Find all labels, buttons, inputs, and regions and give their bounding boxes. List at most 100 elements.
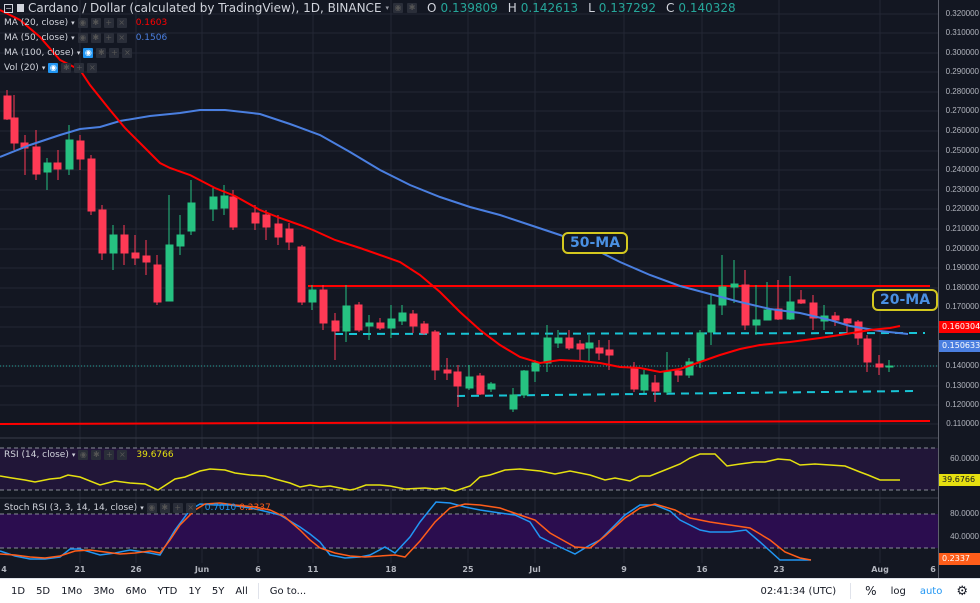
price-tick: 0.110000 — [946, 419, 979, 428]
eye-icon[interactable]: ◉ — [77, 32, 88, 43]
gear-icon[interactable]: ✱ — [159, 503, 170, 513]
ohlc-open-label: O — [427, 1, 437, 15]
range-1y-button[interactable]: 1Y — [188, 585, 201, 597]
rsi-legend[interactable]: RSI (14, close) ▾ ◉ ✱ + × 39.6766 — [4, 450, 174, 460]
eye-icon[interactable]: ◉ — [83, 47, 94, 58]
ohlc-close-label: C — [666, 1, 675, 15]
time-tick: 11 — [307, 565, 319, 574]
price-tick: 0.260000 — [945, 126, 979, 135]
gear-icon[interactable]: ✱ — [91, 450, 102, 460]
range-5d-button[interactable]: 5D — [36, 585, 51, 597]
stoch-rsi-label[interactable]: Stoch RSI (3, 3, 14, 14, close) — [4, 503, 138, 513]
range-ytd-button[interactable]: YTD — [157, 585, 178, 597]
price-tick: 0.290000 — [945, 67, 979, 76]
plus-icon[interactable]: + — [104, 450, 115, 460]
collapse-icon[interactable]: − — [4, 3, 13, 13]
stoch-d-value: 0.2337 — [239, 503, 271, 513]
close-icon[interactable]: × — [116, 17, 127, 28]
rsi-line — [0, 453, 900, 492]
utc-clock[interactable]: 02:41:34 (UTC) — [760, 585, 837, 597]
eye-icon[interactable]: ◉ — [78, 450, 89, 460]
chart-area[interactable]: − Cardano / Dollar (calculated by Tradin… — [0, 0, 980, 578]
range-1d-button[interactable]: 1D — [11, 585, 26, 597]
indicator-label[interactable]: MA (100, close) — [4, 47, 74, 58]
rsi-label[interactable]: RSI (14, close) — [4, 450, 69, 460]
close-icon[interactable]: × — [122, 47, 133, 58]
ohlc-low-value: 0.137292 — [598, 1, 657, 15]
eye-icon[interactable]: ◉ — [77, 17, 88, 28]
divider — [850, 583, 852, 599]
price-tick: 0.180000 — [945, 283, 979, 292]
close-icon[interactable]: × — [87, 62, 98, 73]
plus-icon[interactable]: + — [103, 32, 114, 43]
settings-icon[interactable]: ✱ — [407, 3, 418, 13]
rsi-value-tag: 39.6766 — [939, 474, 980, 486]
indicator-ma20[interactable]: MA (20, close) ▾ ◉ ✱ + × 0.1603 — [4, 15, 736, 30]
symbol-dropdown-icon[interactable]: ▾ — [385, 4, 390, 12]
stoch-tick: 80.0000 — [950, 509, 979, 518]
callout-20ma[interactable]: 20-MA — [872, 289, 939, 311]
plus-icon[interactable]: + — [172, 503, 183, 513]
indicator-label[interactable]: MA (50, close) — [4, 32, 69, 43]
time-tick: 16 — [696, 565, 708, 574]
time-tick: 25 — [462, 565, 474, 574]
ohlc-high-value: 0.142613 — [520, 1, 579, 15]
time-tick: 18 — [385, 565, 397, 574]
time-tick: Jun — [194, 565, 210, 574]
percent-scale-button[interactable]: % — [865, 584, 877, 598]
stoch-tick: 40.0000 — [950, 532, 979, 541]
close-icon[interactable]: × — [185, 503, 196, 513]
plus-icon[interactable]: + — [103, 17, 114, 28]
price-tick: 0.210000 — [945, 224, 979, 233]
dropdown-icon[interactable]: ▾ — [76, 48, 81, 57]
indicator-label[interactable]: Vol (20) — [4, 62, 39, 73]
time-axis[interactable]: 4 21 26 Jun 6 11 18 25 Jul 9 16 23 Aug 6 — [0, 563, 938, 578]
gear-icon[interactable]: ⚙ — [956, 583, 968, 599]
ohlc-low-label: L — [588, 1, 595, 15]
auto-scale-button[interactable]: auto — [919, 585, 943, 597]
close-icon[interactable]: × — [116, 32, 127, 43]
gear-icon[interactable]: ✱ — [90, 17, 101, 28]
symbol-title[interactable]: Cardano / Dollar (calculated by TradingV… — [28, 1, 382, 15]
plus-icon[interactable]: + — [109, 47, 120, 58]
dropdown-icon[interactable]: ▾ — [71, 33, 75, 42]
price-tick: 0.130000 — [945, 381, 979, 390]
dropdown-icon[interactable]: ▾ — [140, 504, 144, 512]
range-5y-button[interactable]: 5Y — [211, 585, 225, 597]
visibility-icon[interactable]: ◉ — [393, 3, 404, 13]
dropdown-icon[interactable]: ▾ — [71, 451, 76, 459]
price-tick: 0.280000 — [945, 87, 979, 96]
price-tick: 0.120000 — [945, 400, 979, 409]
chart-canvas[interactable] — [0, 0, 938, 563]
close-icon[interactable]: × — [117, 450, 128, 460]
eye-icon[interactable]: ◉ — [146, 503, 157, 513]
callout-50ma[interactable]: 50-MA — [562, 232, 629, 254]
dropdown-icon[interactable]: ▾ — [71, 18, 75, 27]
rsi-band — [0, 448, 938, 490]
time-tick: 9 — [621, 565, 627, 574]
log-scale-button[interactable]: log — [890, 585, 906, 597]
indicator-vol[interactable]: Vol (20) ▾ ◉ ✱ + × — [4, 60, 736, 75]
candlesticks — [3, 90, 894, 412]
gear-icon[interactable]: ✱ — [96, 47, 107, 58]
gear-icon[interactable]: ✱ — [90, 32, 101, 43]
eye-icon[interactable]: ◉ — [48, 62, 59, 73]
price-axis[interactable]: 0.320000 0.310000 0.300000 0.290000 0.28… — [938, 0, 980, 578]
support-dashed-lower — [456, 390, 916, 397]
indicator-label[interactable]: MA (20, close) — [4, 17, 69, 28]
price-tick: 0.170000 — [945, 302, 979, 311]
plus-icon[interactable]: + — [74, 62, 85, 73]
range-all-button[interactable]: All — [235, 585, 248, 597]
range-1mo-button[interactable]: 1Mo — [61, 585, 83, 597]
dropdown-icon[interactable]: ▾ — [41, 63, 46, 72]
range-3mo-button[interactable]: 3Mo — [93, 585, 115, 597]
price-tick: 0.220000 — [945, 204, 979, 213]
ohlc-high-label: H — [507, 1, 517, 15]
stoch-rsi-legend[interactable]: Stoch RSI (3, 3, 14, 14, close) ▾ ◉ ✱ + × 0… — [4, 503, 271, 513]
range-6mo-button[interactable]: 6Mo — [125, 585, 147, 597]
indicator-ma100[interactable]: MA (100, close) ▾ ◉ ✱ + × — [4, 45, 736, 60]
indicator-ma50[interactable]: MA (50, close) ▾ ◉ ✱ + × 0.1506 — [4, 30, 736, 45]
goto-button[interactable]: Go to... — [269, 585, 307, 597]
gear-icon[interactable]: ✱ — [61, 62, 72, 73]
time-tick: 23 — [773, 565, 785, 574]
